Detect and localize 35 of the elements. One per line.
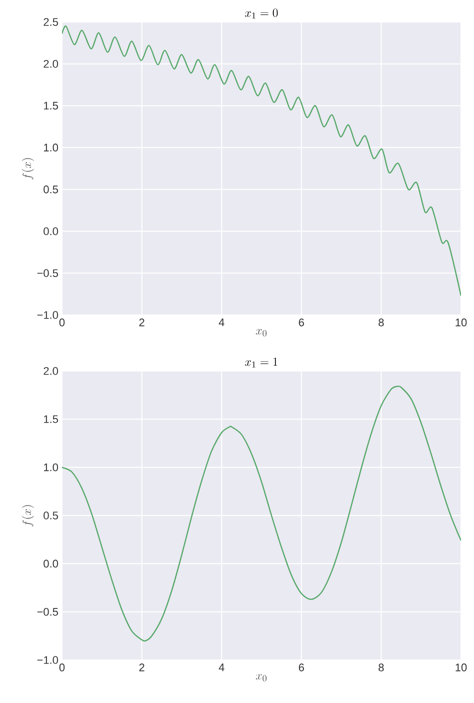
y-tick-label: 2.0	[44, 367, 58, 375]
x-tick-label: 10	[456, 318, 467, 326]
y-tick-label: −1.0	[37, 656, 58, 664]
x-tick-label: 10	[456, 664, 467, 672]
y-tick-label: 1.5	[44, 415, 58, 423]
y-axis-title: $f(x)$	[22, 505, 34, 526]
chart-title: $x_1 = 0$	[245, 8, 278, 18]
y-tick-label: 1.0	[44, 144, 58, 152]
x-tick-label: 4	[218, 664, 224, 672]
y-tick-label: 0.0	[44, 560, 58, 568]
x-axis-title: $x_0$	[256, 674, 267, 682]
y-tick-label: 0.5	[44, 512, 58, 520]
x-axis-title: $x_0$	[256, 329, 267, 336]
y-tick-label: 0.5	[44, 186, 58, 194]
y-tick-label: 2.5	[44, 18, 58, 26]
x-tick-label: 8	[378, 664, 384, 672]
y-tick-label: 1.0	[44, 463, 58, 472]
x-tick-label: 6	[298, 664, 304, 672]
y-tick-label: 0.0	[44, 227, 58, 236]
y-tick-label: −0.5	[37, 269, 58, 278]
y-axis-title: $f(x)$	[22, 158, 34, 180]
x-tick-label: 0	[59, 664, 65, 672]
y-tick-label: −1.0	[37, 311, 58, 319]
line-series	[62, 386, 462, 642]
x-tick-label: 2	[139, 664, 144, 672]
y-tick-label: 2.0	[44, 60, 58, 68]
line-series	[62, 26, 462, 296]
chart-title: $x_1 = 1$	[245, 358, 278, 368]
x-tick-label: 6	[298, 318, 304, 326]
x-tick-label: 8	[378, 318, 384, 326]
x-tick-label: 2	[139, 318, 144, 326]
x-tick-label: 4	[218, 318, 224, 326]
y-tick-label: −0.5	[37, 608, 58, 616]
x-tick-label: 0	[59, 318, 65, 326]
y-tick-label: 1.5	[44, 102, 58, 110]
